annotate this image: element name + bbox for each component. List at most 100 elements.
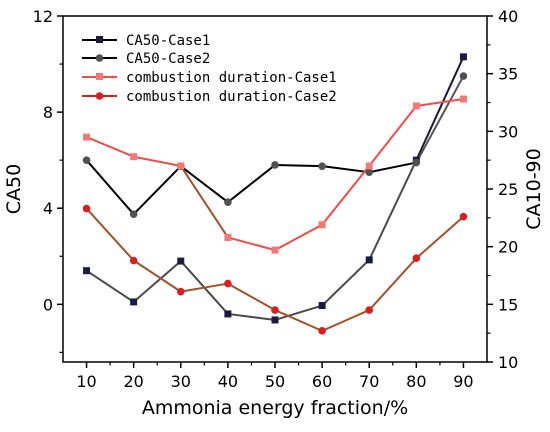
data-point bbox=[365, 256, 373, 264]
series-line-segment bbox=[132, 259, 182, 293]
data-point bbox=[129, 256, 138, 265]
series-line-segment bbox=[85, 159, 135, 216]
x-tick-label: 80 bbox=[406, 372, 426, 391]
data-point bbox=[271, 316, 279, 324]
data-point bbox=[82, 204, 91, 213]
legend-item: combustion duration-Case2 bbox=[82, 89, 337, 105]
series-line-segment bbox=[274, 304, 324, 321]
x-tick-label: 70 bbox=[359, 372, 379, 391]
series-line-segment bbox=[415, 75, 465, 164]
series-lines bbox=[85, 55, 465, 332]
left-axis-ticks: 0 4 8 12 bbox=[33, 7, 63, 353]
data-point bbox=[459, 95, 467, 103]
series-line-segment bbox=[132, 155, 182, 167]
right-axis-ticks: 10 15 20 25 30 35 40 bbox=[487, 7, 518, 372]
data-point bbox=[82, 156, 91, 164]
series-line-segment bbox=[321, 309, 371, 332]
data-point bbox=[365, 168, 374, 176]
legend-label: CA50-Case2 bbox=[126, 51, 210, 67]
x-tick-label: 20 bbox=[123, 372, 143, 391]
data-point bbox=[224, 233, 232, 241]
series-line-segment bbox=[85, 136, 135, 158]
series-line-segment bbox=[415, 215, 465, 260]
legend-marker bbox=[95, 92, 104, 100]
series-line-segment bbox=[226, 163, 276, 204]
series-line-segment bbox=[179, 165, 229, 204]
x-tick-label: 30 bbox=[171, 372, 191, 391]
legend-item: CA50-Case2 bbox=[82, 51, 210, 67]
y2-tick-label: 35 bbox=[498, 65, 518, 84]
series-line-segment bbox=[179, 282, 229, 293]
y-axis-title: CA50 bbox=[3, 164, 25, 214]
data-point bbox=[224, 310, 232, 318]
data-point bbox=[130, 153, 138, 161]
data-point bbox=[318, 302, 326, 310]
y2-tick-label: 30 bbox=[498, 122, 518, 141]
y-tick-label: 4 bbox=[43, 199, 53, 218]
x-tick-label: 10 bbox=[76, 372, 96, 391]
data-point bbox=[459, 72, 468, 80]
series-line-segment bbox=[85, 207, 135, 262]
y2-tick-label: 25 bbox=[498, 180, 518, 199]
series-line-segment bbox=[179, 164, 229, 239]
x-tick-label: 60 bbox=[312, 372, 332, 391]
series-line-segment bbox=[274, 163, 324, 168]
data-point bbox=[176, 287, 185, 296]
series-line-segment bbox=[226, 312, 276, 321]
data-point bbox=[224, 198, 232, 207]
series-line-segment bbox=[321, 258, 371, 307]
data-point bbox=[412, 254, 421, 262]
legend-marker bbox=[95, 54, 104, 62]
data-point bbox=[318, 327, 326, 335]
series-line-segment bbox=[415, 98, 465, 107]
x-tick-label: 90 bbox=[453, 372, 473, 391]
y2-tick-label: 40 bbox=[498, 7, 518, 26]
data-point bbox=[318, 162, 326, 170]
data-point bbox=[365, 162, 373, 170]
legend-marker bbox=[96, 36, 103, 43]
data-point bbox=[129, 210, 138, 219]
y-tick-label: 12 bbox=[33, 7, 53, 26]
data-point bbox=[412, 158, 421, 167]
x-tick-label: 50 bbox=[265, 372, 285, 391]
data-point bbox=[459, 212, 468, 221]
series-line-segment bbox=[321, 164, 371, 226]
data-point bbox=[83, 267, 91, 275]
legend-label: CA50-Case1 bbox=[126, 33, 210, 49]
data-point bbox=[459, 53, 467, 61]
x-axis-title: Ammonia energy fraction/% bbox=[142, 397, 408, 419]
series-line-segment bbox=[132, 165, 182, 216]
series-markers bbox=[82, 53, 468, 335]
series-line-segment bbox=[226, 236, 276, 252]
series-line-segment bbox=[368, 257, 418, 312]
series-line-segment bbox=[132, 260, 182, 303]
series-line-segment bbox=[415, 55, 465, 162]
x-tick-label: 40 bbox=[218, 372, 238, 391]
data-point bbox=[224, 279, 232, 288]
data-point bbox=[271, 246, 279, 254]
y2-tick-label: 20 bbox=[498, 238, 518, 257]
legend-label: combustion duration-Case1 bbox=[126, 70, 337, 86]
series-line-segment bbox=[368, 161, 418, 174]
legend-item: combustion duration-Case1 bbox=[82, 70, 337, 86]
data-point bbox=[271, 161, 279, 169]
y2-tick-label: 15 bbox=[498, 295, 518, 314]
data-point bbox=[130, 298, 138, 306]
series-line-segment bbox=[274, 223, 324, 252]
data-point bbox=[365, 306, 374, 314]
legend-label: combustion duration-Case2 bbox=[126, 89, 337, 105]
data-point bbox=[83, 133, 91, 141]
y-tick-label: 8 bbox=[43, 103, 53, 122]
data-point bbox=[412, 102, 420, 110]
series-line-segment bbox=[321, 165, 371, 174]
x-axis-ticks: 10 20 30 40 50 60 70 80 90 bbox=[76, 362, 474, 391]
data-point bbox=[318, 221, 326, 229]
series-line-segment bbox=[226, 282, 276, 312]
y2-tick-label: 10 bbox=[498, 353, 518, 372]
legend-item: CA50-Case1 bbox=[82, 33, 210, 49]
data-point bbox=[271, 306, 279, 314]
legend-marker bbox=[96, 73, 103, 80]
data-point bbox=[177, 162, 185, 170]
series-line-segment bbox=[274, 309, 324, 332]
